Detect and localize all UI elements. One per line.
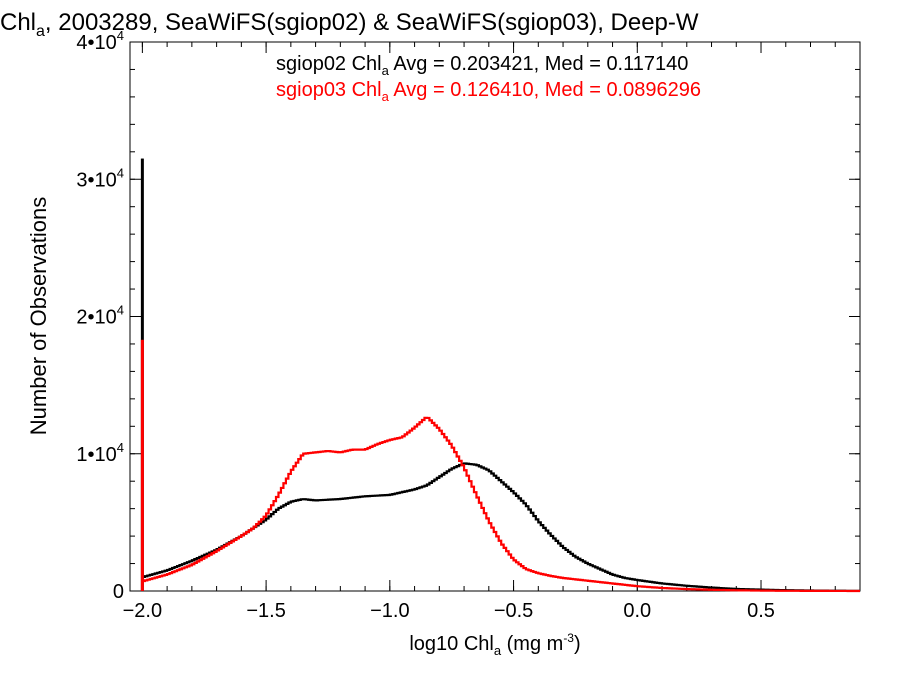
x-axis-label-unit: (mg m [501,633,563,655]
y-tick-mantissa: 2•10 [76,307,116,329]
x-axis-label-sup: -3 [563,631,574,645]
y-tick-exponent: 4 [117,165,124,180]
chart-title-prefix: Chl [0,9,36,36]
x-axis-label-sub: a [494,643,502,658]
x-axis-label-prefix: log10 Chl [409,633,494,655]
legend-sgiop03-stats: Avg = 0.126410, Med = 0.0896296 [389,79,701,101]
y-tick-label: 4•104 [76,28,124,54]
legend-sgiop02: sgiop02 Chla Avg = 0.203421, Med = 0.117… [276,53,688,78]
x-tick-label: −0.5 [494,600,533,622]
y-axis-label: Number of Observations [26,197,51,435]
x-tick-label: 0.5 [747,600,775,622]
legend-sgiop03-name: sgiop03 Chl [276,79,382,101]
y-tick-exponent: 4 [117,303,124,318]
legend-sgiop03-sub: a [382,89,390,104]
legend-sgiop02-stats: Avg = 0.203421, Med = 0.117140 [389,53,689,75]
x-tick-label: −2.0 [123,600,162,622]
y-tick-mantissa: 0 [113,581,124,603]
plot-frame [129,41,861,592]
y-tick-label: 0 [113,581,124,603]
x-tick-label: −1.5 [246,600,285,622]
y-tick-mantissa: 1•10 [76,444,116,466]
y-tick-label: 2•104 [76,303,124,329]
x-axis-label: log10 Chla (mg m-3) [409,631,580,658]
legend-sgiop03: sgiop03 Chla Avg = 0.126410, Med = 0.089… [276,79,701,104]
series-line-sgiop02 [141,158,860,592]
x-tick-label: 0.0 [623,600,651,622]
legend-sgiop02-name: sgiop02 Chl [276,53,382,75]
y-tick-label: 1•104 [76,440,124,466]
y-tick-exponent: 4 [117,440,124,455]
chart-title: Chla, 2003289, SeaWiFS(sgiop02) & SeaWiF… [0,9,699,40]
series-layer [140,158,860,593]
y-tick-label: 3•104 [76,165,124,191]
chart-title-sub: a [36,23,45,40]
y-tick-exponent: 4 [117,28,124,43]
y-tick-mantissa: 4•10 [76,32,116,54]
x-axis: −2.0 −1.5 −1.0 −0.5 0.0 0.5 [123,42,861,622]
legend-sgiop02-sub: a [382,63,390,78]
chart-title-rest: , 2003289, SeaWiFS(sgiop02) & SeaWiFS(sg… [45,9,699,36]
x-axis-label-close: ) [574,633,581,655]
x-tick-label: −1.0 [370,600,409,622]
series-line-sgiop03 [141,339,860,593]
y-tick-mantissa: 3•10 [76,169,116,191]
